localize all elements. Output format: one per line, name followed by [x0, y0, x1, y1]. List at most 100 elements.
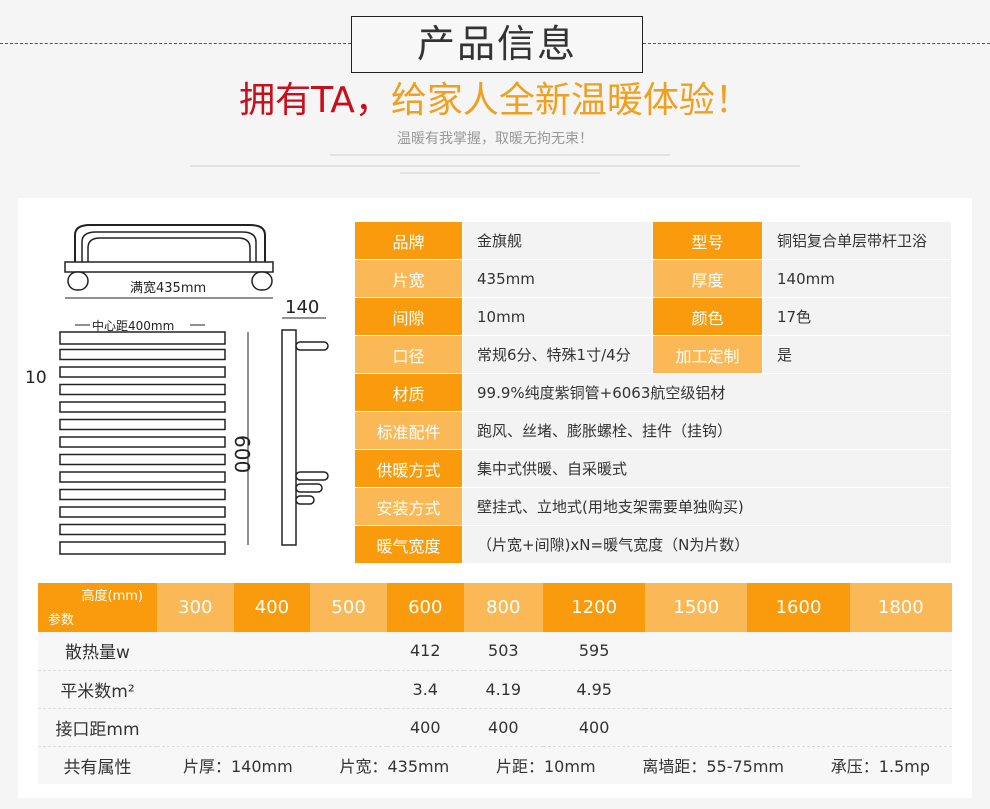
radiator-bar [59, 541, 226, 555]
spec-value: 140mm [763, 260, 952, 298]
table-cell [233, 632, 311, 671]
gap-label: 10 [25, 368, 47, 388]
corner-top: 高度(mm) [81, 589, 143, 604]
table-cell [310, 708, 387, 747]
radiator-bar [59, 366, 226, 378]
common-attr: 片宽：435mm [339, 757, 450, 777]
slogan: 拥有TA，给家人全新温暖体验！ [0, 78, 990, 124]
table-cell [157, 632, 234, 671]
spec-value: 集中式供暖、自采暖式 [463, 450, 952, 488]
height-label: 600 [230, 435, 254, 473]
height-header: 1500 [645, 583, 748, 632]
spec-value: 10mm [463, 298, 653, 336]
full-width-label: 满宽435mm [130, 280, 206, 296]
subtitle: 温暖有我掌握，取暖无拘无束！ [397, 131, 593, 147]
radiator-bar [59, 471, 226, 483]
table-cell [233, 670, 311, 709]
spec-label: 型号 [653, 222, 763, 260]
height-header: 1800 [849, 583, 952, 632]
table-cell: 400 [463, 708, 544, 747]
size-table: 高度(mm) 参数 300 400 500 600 800 1200 1500 1600 1800… [38, 583, 952, 784]
radiator-bar [59, 401, 226, 413]
table-cell: 595 [543, 632, 646, 671]
spec-row: 间隙 10mm 颜色 17色 [355, 298, 952, 336]
spec-row: 暖气宽度 （片宽+间隙)xN=暖气宽度（N为片数） [355, 526, 952, 564]
spec-label: 暖气宽度 [355, 526, 463, 564]
center-distance-label: 中心距400mm [92, 318, 174, 333]
spec-row: 安装方式 壁挂式、立地式(用地支架需要单独购买) [355, 488, 952, 526]
spec-row: 标准配件 跑风、丝堵、膨胀螺栓、挂件（挂钩） [355, 412, 952, 450]
spec-row: 口径 常规6分、特殊1寸/4分 加工定制是 [355, 336, 952, 374]
table-cell: 503 [463, 632, 544, 671]
spec-value: 常规6分、特殊1寸/4分 [463, 336, 653, 374]
height-header: 600 [386, 583, 464, 632]
slogan-orange: 给家人全新温暖体验！ [390, 80, 751, 121]
divider-left [0, 43, 351, 44]
table-row: 平米数m² 3.4 4.19 4.95 [38, 670, 952, 709]
table-cell [747, 708, 850, 747]
spec-table: 品牌 金旗舰 型号 铜铝复合单层带杆卫浴 片宽 435mm 厚度 140mm 间隙 10mm 颜色 1… [355, 222, 952, 564]
spec-label: 安装方式 [355, 488, 463, 526]
common-attr: 片厚：140mm [183, 757, 293, 777]
spec-label: 标准配件 [355, 412, 463, 450]
spec-value: 435mm [463, 260, 653, 298]
height-header: 1200 [543, 583, 646, 632]
radiator-bar [59, 453, 226, 466]
corner-cell: 高度(mm) 参数 [38, 583, 157, 632]
table-cell [747, 632, 850, 671]
table-cell [310, 670, 387, 709]
spec-value: 17色 [763, 298, 952, 336]
table-cell [849, 708, 952, 747]
slogan-red: 拥有TA， [239, 80, 391, 121]
spec-value: 铜铝复合单层带杆卫浴 [763, 222, 952, 260]
spec-row: 品牌 金旗舰 型号 铜铝复合单层带杆卫浴 [355, 222, 952, 260]
height-header: 400 [233, 583, 311, 632]
radiator-bar [59, 488, 226, 501]
table-cell [849, 632, 952, 671]
spec-label: 口径 [355, 336, 463, 374]
header-row: 高度(mm) 参数 300 400 500 600 800 1200 1500 1600 1800 [38, 583, 952, 632]
table-cell [310, 632, 387, 671]
common-values: 片厚：140mm 片宽：435mm 片距：10mm 离墙距：55-75mm 承压：1.5… [157, 746, 952, 784]
radiator-bar [59, 523, 226, 536]
height-header: 300 [157, 583, 234, 632]
table-row: 接口距mm 400 400 400 [38, 708, 952, 747]
table-row: 散热量w 412 503 595 [38, 632, 952, 671]
depth-label: 140 [285, 297, 319, 318]
radiator-bar [59, 383, 226, 396]
spec-label: 片宽 [355, 260, 463, 298]
radiator-bar [59, 506, 226, 518]
table-cell: 412 [386, 632, 464, 671]
spec-row: 供暖方式 集中式供暖、自采暖式 [355, 450, 952, 488]
table-cell [157, 708, 234, 747]
spec-label: 厚度 [653, 260, 763, 298]
height-header: 1600 [747, 583, 850, 632]
height-header: 500 [310, 583, 387, 632]
table-cell: 3.4 [386, 670, 464, 709]
decor-line [400, 172, 600, 174]
spec-row: 片宽 435mm 厚度 140mm [355, 260, 952, 298]
row-label: 平米数m² [38, 670, 157, 709]
spec-label: 间隙 [355, 298, 463, 336]
common-attr: 离墙距：55-75mm [642, 757, 784, 777]
corner-bottom: 参数 [48, 613, 75, 628]
spec-label: 加工定制 [653, 336, 763, 374]
radiator-bar [59, 331, 226, 345]
spec-value: （片宽+间隙)xN=暖气宽度（N为片数） [463, 526, 952, 564]
table-cell [645, 632, 748, 671]
radiator-bar [59, 436, 226, 448]
row-label: 接口距mm [38, 708, 157, 747]
spec-value: 金旗舰 [463, 222, 653, 260]
spec-value: 是 [763, 336, 952, 374]
common-attr: 片距：10mm [496, 757, 596, 777]
decor-line [330, 154, 670, 156]
table-cell [233, 708, 311, 747]
spec-label: 颜色 [653, 298, 763, 336]
spec-label: 品牌 [355, 222, 463, 260]
table-cell: 400 [543, 708, 646, 747]
table-cell [645, 670, 748, 709]
table-cell [849, 670, 952, 709]
table-cell [157, 670, 234, 709]
common-label: 共有属性 [38, 746, 157, 784]
table-cell: 400 [386, 708, 464, 747]
